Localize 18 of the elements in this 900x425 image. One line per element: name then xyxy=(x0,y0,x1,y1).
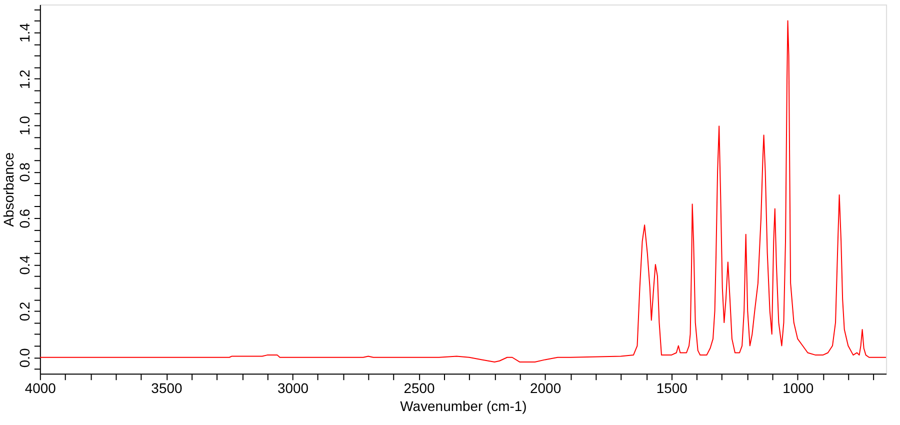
x-tick-label: 2500 xyxy=(404,380,436,396)
x-axis-title: Wavenumber (cm-1) xyxy=(400,398,527,414)
y-tick-label: 0.0 xyxy=(16,348,32,368)
y-tick-label: 1.2 xyxy=(16,69,32,89)
y-tick-label: 1.0 xyxy=(16,116,32,136)
x-tick-label: 1000 xyxy=(782,380,814,396)
y-axis-title: Absorbance xyxy=(0,152,16,227)
y-tick-label: 0.2 xyxy=(16,302,32,322)
line-series xyxy=(40,20,886,363)
y-tick-label: 1.4 xyxy=(16,22,32,43)
y-tick-label: 0.8 xyxy=(16,162,32,182)
y-tick-label: 0.6 xyxy=(16,208,32,228)
x-tick-label: 1500 xyxy=(656,380,688,396)
x-tick-label: 2000 xyxy=(530,380,562,396)
y-tick-label: 0.4 xyxy=(16,255,32,275)
x-tick-label: 4000 xyxy=(24,380,56,396)
x-tick-label: 3500 xyxy=(151,380,182,396)
x-tick-label: 3000 xyxy=(277,380,309,396)
